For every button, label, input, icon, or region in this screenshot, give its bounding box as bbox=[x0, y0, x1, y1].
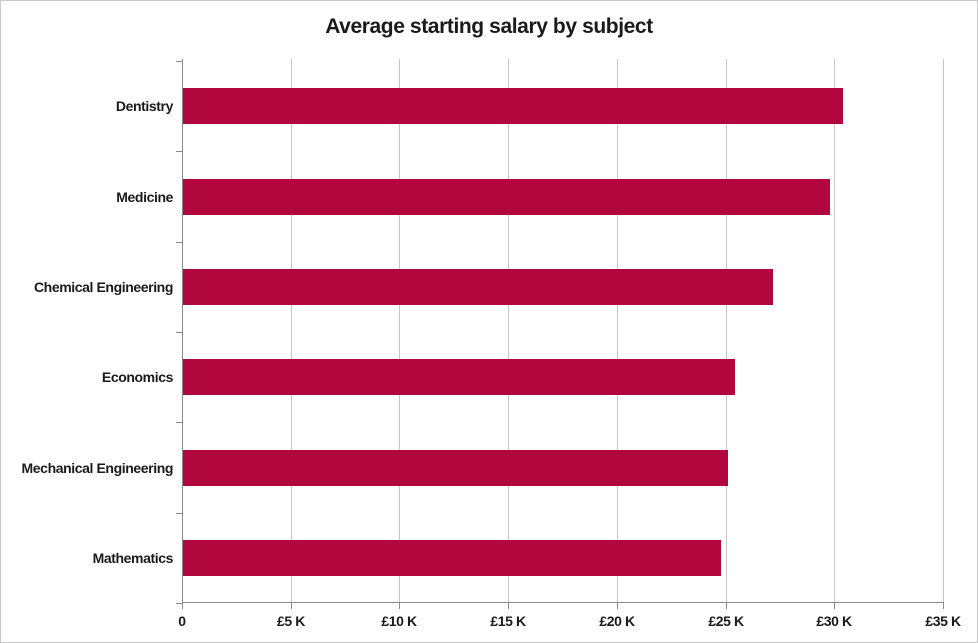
x-tick-label: 0 bbox=[178, 613, 186, 629]
category-label: Chemical Engineering bbox=[33, 278, 173, 295]
x-tick-label: £5 K bbox=[277, 613, 305, 629]
bar-medicine bbox=[183, 179, 830, 215]
x-tick-label: £20 K bbox=[599, 613, 635, 629]
x-axis-tick bbox=[399, 603, 400, 609]
x-axis-tick bbox=[617, 603, 618, 609]
x-axis-tick bbox=[508, 603, 509, 609]
x-tick-label: £35 K bbox=[925, 613, 961, 629]
chart-title: Average starting salary by subject bbox=[325, 15, 653, 38]
y-axis-tick bbox=[176, 151, 182, 152]
y-axis-tick bbox=[176, 513, 182, 514]
bar-mathematics bbox=[183, 540, 721, 576]
y-axis-tick bbox=[176, 242, 182, 243]
category-label: Dentistry bbox=[115, 98, 173, 115]
category-label: Medicine bbox=[116, 188, 173, 205]
bar-chemical-engineering bbox=[183, 269, 773, 305]
y-axis-tick bbox=[176, 332, 182, 333]
gridline bbox=[726, 59, 727, 603]
category-label: Economics bbox=[101, 369, 173, 386]
x-axis-tick bbox=[726, 603, 727, 609]
x-axis-tick bbox=[834, 603, 835, 609]
gridline bbox=[508, 59, 509, 603]
bar-economics bbox=[183, 359, 735, 395]
gridline bbox=[291, 59, 292, 603]
category-label: Mechanical Engineering bbox=[21, 459, 174, 476]
bar-mechanical-engineering bbox=[183, 450, 728, 486]
y-axis-tick bbox=[176, 61, 182, 62]
x-axis-tick bbox=[943, 603, 944, 609]
x-axis-tick bbox=[291, 603, 292, 609]
y-axis-line bbox=[182, 59, 183, 603]
y-axis-tick bbox=[176, 603, 182, 604]
y-axis-tick bbox=[176, 422, 182, 423]
x-tick-label: £30 K bbox=[816, 613, 852, 629]
x-axis-line bbox=[182, 602, 944, 603]
bar-dentistry bbox=[183, 88, 843, 124]
category-axis: Dentistry Medicine Chemical Engineering Eco… bbox=[1, 61, 174, 603]
x-tick-label: £15 K bbox=[490, 613, 526, 629]
gridline bbox=[399, 59, 400, 603]
plot-area bbox=[176, 59, 944, 609]
category-label: Mathematics bbox=[92, 549, 174, 566]
x-axis-tick bbox=[182, 603, 183, 609]
gridline bbox=[834, 59, 835, 603]
gridline bbox=[943, 59, 944, 603]
gridline bbox=[617, 59, 618, 603]
x-tick-label: £25 K bbox=[708, 613, 744, 629]
x-tick-label: £10 K bbox=[381, 613, 417, 629]
